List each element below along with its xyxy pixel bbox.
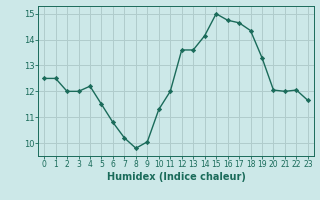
X-axis label: Humidex (Indice chaleur): Humidex (Indice chaleur) <box>107 172 245 182</box>
